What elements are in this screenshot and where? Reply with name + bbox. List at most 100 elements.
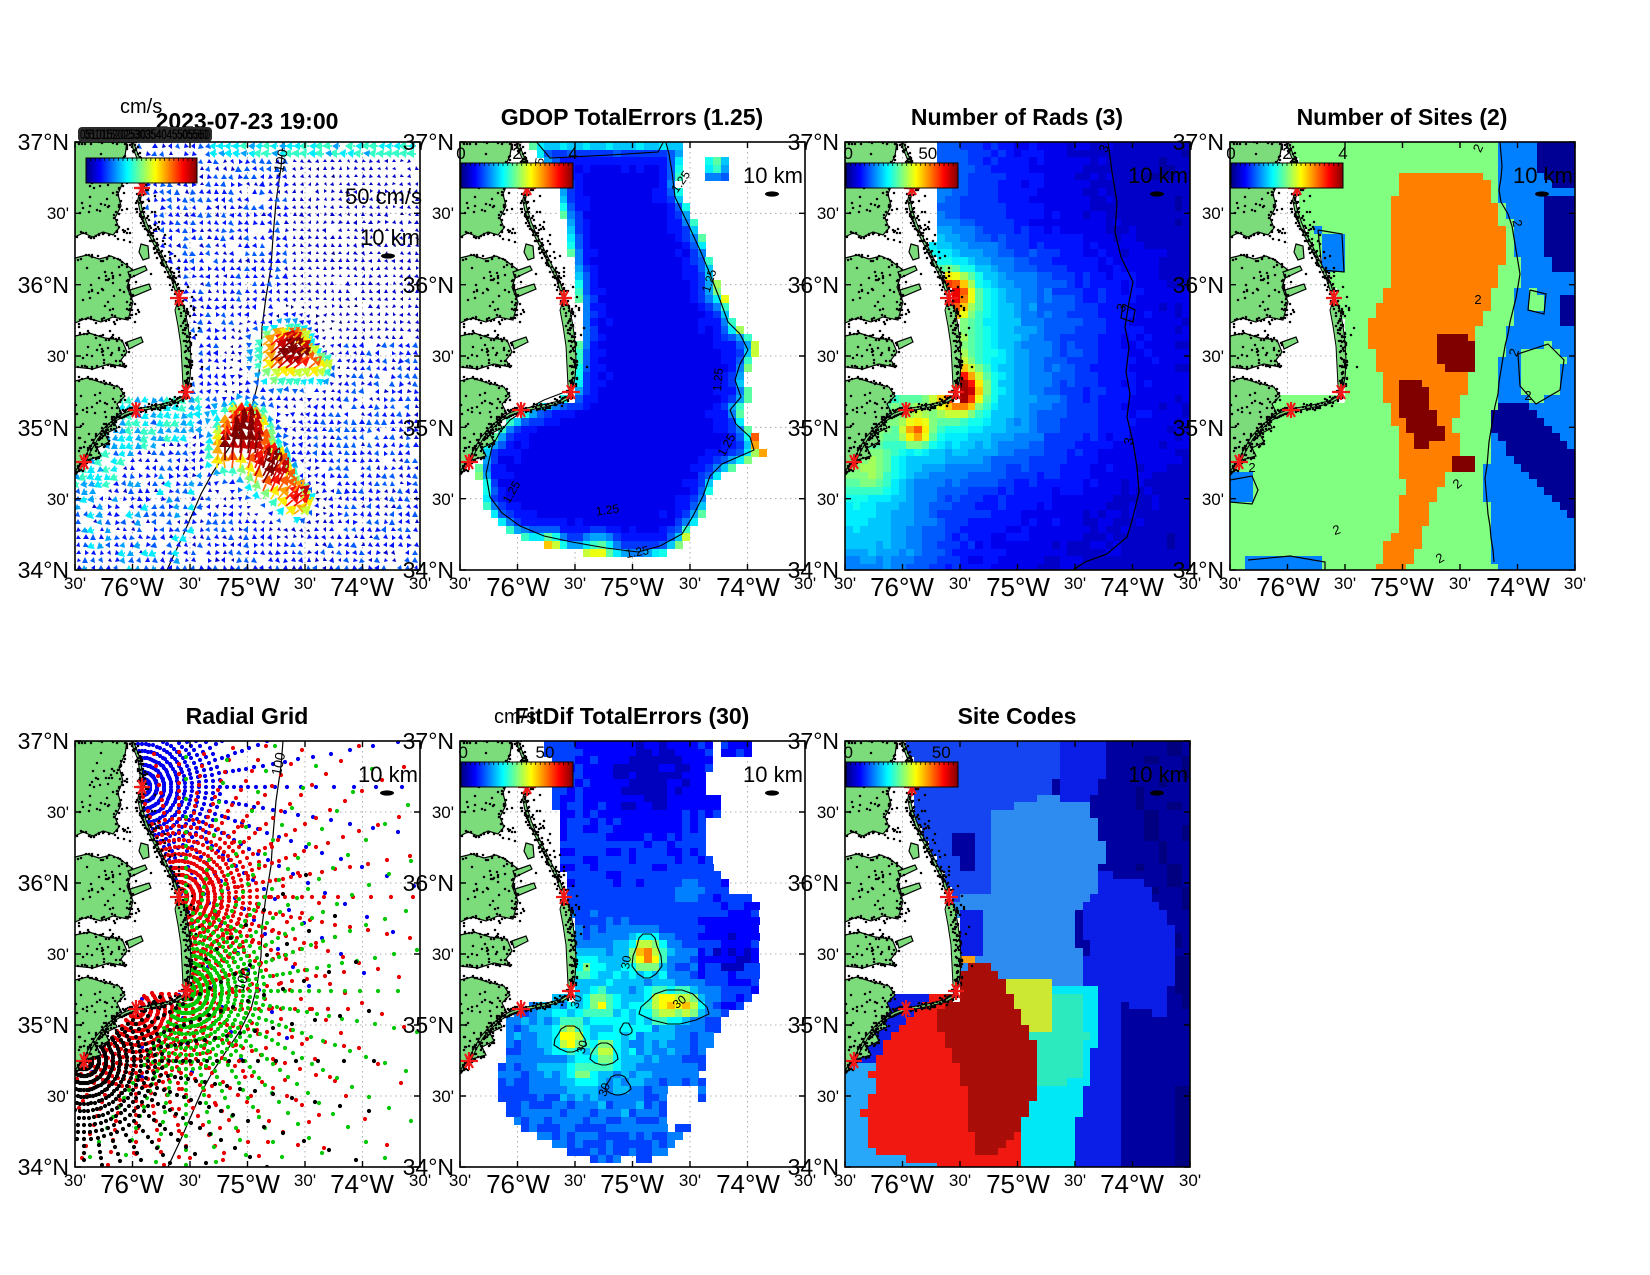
svg-text:74°W: 74°W [716,572,780,602]
svg-text:4: 4 [568,144,577,163]
svg-text:37°N: 37°N [18,129,69,155]
svg-text:30: 30 [618,954,634,970]
svg-text:2: 2 [1282,144,1291,163]
svg-text:10 km: 10 km [743,163,803,188]
svg-text:1.25: 1.25 [625,543,651,561]
svg-text:50 cm/s: 50 cm/s [345,184,422,209]
svg-text:37°N: 37°N [403,728,454,754]
svg-text:37°N: 37°N [18,728,69,754]
svg-text:35°N: 35°N [403,1012,454,1038]
svg-text:76°W: 76°W [486,572,550,602]
svg-text:30': 30' [564,574,586,593]
svg-text:10 km: 10 km [1513,163,1573,188]
svg-text:30': 30' [1202,490,1224,509]
svg-text:30': 30' [817,490,839,509]
svg-text:30': 30' [679,574,701,593]
svg-text:36°N: 36°N [403,272,454,298]
svg-text:051015202530354045505560: 051015202530354045505560 [84,126,208,142]
svg-text:30': 30' [64,1171,86,1190]
svg-text:30': 30' [47,347,69,366]
svg-text:30': 30' [47,945,69,964]
svg-text:36°N: 36°N [788,272,839,298]
svg-text:50: 50 [932,743,951,762]
svg-text:30': 30' [817,803,839,822]
svg-text:76°W: 76°W [100,572,164,602]
svg-text:37°N: 37°N [1173,129,1224,155]
svg-text:75°W: 75°W [600,572,664,602]
svg-text:30': 30' [1179,1171,1201,1190]
svg-text:-100: -100 [269,147,291,178]
svg-text:2: 2 [1505,346,1522,358]
svg-text:3: 3 [1121,436,1137,446]
svg-text:10 km: 10 km [358,762,418,787]
svg-text:30: 30 [574,1038,591,1055]
svg-text:34°N: 34°N [788,557,839,583]
svg-text:74°W: 74°W [330,1169,394,1199]
svg-text:74°W: 74°W [1100,1169,1164,1199]
svg-text:0: 0 [1226,144,1235,163]
svg-text:2: 2 [1509,218,1525,228]
svg-text:36°N: 36°N [788,870,839,896]
svg-text:2: 2 [512,144,521,163]
svg-text:30': 30' [1449,574,1471,593]
svg-text:76°W: 76°W [100,1169,164,1199]
svg-text:30': 30' [1564,574,1586,593]
svg-text:75°W: 75°W [216,1169,280,1199]
svg-text:74°W: 74°W [330,572,394,602]
svg-text:30': 30' [1064,1171,1086,1190]
svg-text:30': 30' [834,574,856,593]
svg-text:30': 30' [1334,574,1356,593]
svg-text:76°W: 76°W [870,1169,934,1199]
svg-text:30': 30' [294,1171,316,1190]
svg-text:0: 0 [843,144,852,163]
svg-text:30': 30' [1179,574,1201,593]
svg-text:75°W: 75°W [1370,572,1434,602]
svg-text:30': 30' [179,1171,201,1190]
svg-text:50: 50 [918,144,937,163]
svg-text:36°N: 36°N [18,272,69,298]
svg-text:1.25: 1.25 [595,501,620,518]
svg-text:30': 30' [1202,347,1224,366]
svg-text:36°N: 36°N [18,870,69,896]
svg-text:30: 30 [595,1081,613,1099]
svg-text:30': 30' [834,1171,856,1190]
svg-text:30': 30' [409,1171,431,1190]
svg-text:10 km: 10 km [743,762,803,787]
svg-text:34°N: 34°N [1173,557,1224,583]
svg-text:051015202530354045505560: 051015202530354045505560 [80,126,210,142]
svg-text:30': 30' [949,1171,971,1190]
svg-text:30': 30' [817,1087,839,1106]
svg-text:34°N: 34°N [788,1154,839,1180]
svg-text:35°N: 35°N [788,1012,839,1038]
svg-text:FitDif TotalErrors (30): FitDif TotalErrors (30) [515,703,750,729]
svg-text:35°N: 35°N [788,415,839,441]
svg-text:30': 30' [409,574,431,593]
svg-text:30': 30' [794,574,816,593]
svg-text:74°W: 74°W [1100,572,1164,602]
svg-text:30': 30' [432,1087,454,1106]
svg-text:75°W: 75°W [600,1169,664,1199]
svg-text:3: 3 [1095,142,1112,154]
svg-text:2: 2 [1330,521,1342,538]
svg-text:30': 30' [294,574,316,593]
svg-text:34°N: 34°N [18,1154,69,1180]
svg-text:100: 100 [268,751,289,777]
svg-text:2: 2 [1474,292,1481,307]
svg-text:30': 30' [432,945,454,964]
svg-text:75°W: 75°W [986,572,1050,602]
svg-text:4: 4 [1338,144,1347,163]
svg-text:30': 30' [817,945,839,964]
svg-text:76°W: 76°W [1256,572,1320,602]
svg-text:2: 2 [1248,460,1255,475]
svg-text:30': 30' [449,574,471,593]
svg-text:30': 30' [64,574,86,593]
svg-text:30': 30' [432,204,454,223]
svg-text:30': 30' [179,574,201,593]
svg-text:30': 30' [432,490,454,509]
svg-text:30': 30' [47,490,69,509]
svg-text:30': 30' [679,1171,701,1190]
svg-text:0: 0 [843,743,852,762]
svg-text:37°N: 37°N [788,728,839,754]
svg-text:30': 30' [47,204,69,223]
svg-text:76°W: 76°W [870,572,934,602]
